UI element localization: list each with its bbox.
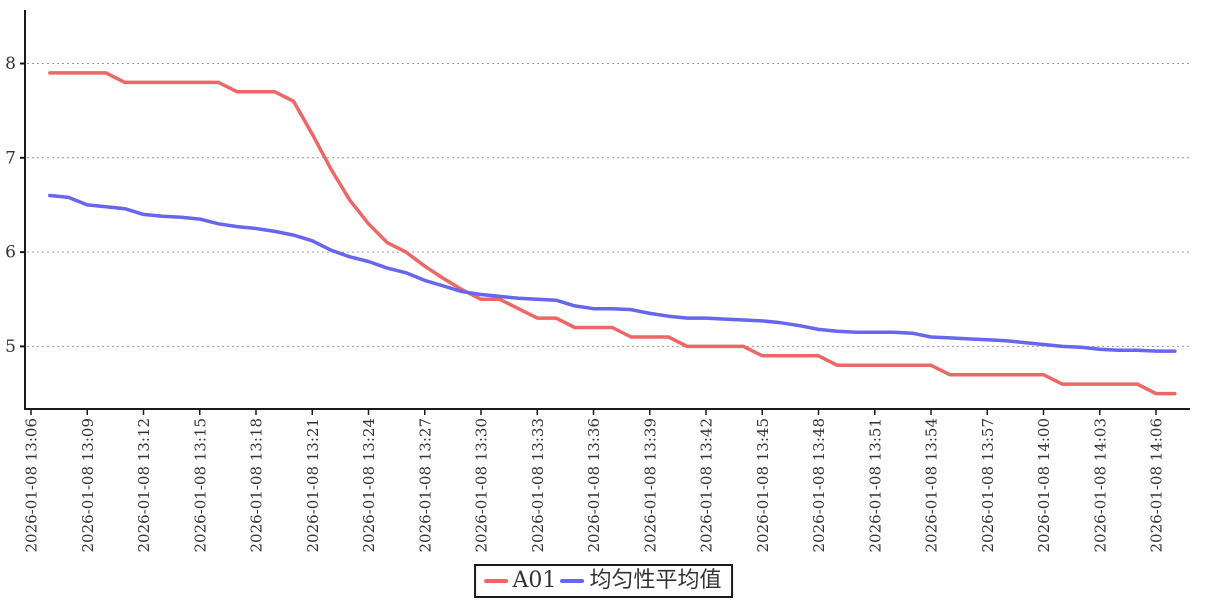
x-tick-label: 2026-01-08 13:18	[248, 418, 266, 552]
x-tick-label: 2026-01-08 13:09	[79, 418, 97, 552]
x-tick-label: 2026-01-08 13:24	[360, 418, 378, 552]
legend-label: 均匀性平均值	[589, 568, 722, 593]
x-tick-label: 2026-01-08 13:48	[810, 418, 828, 552]
y-tick-label: 5	[5, 337, 16, 357]
x-tick-label: 2026-01-08 13:57	[979, 418, 997, 552]
x-tick-label: 2026-01-08 13:21	[304, 418, 322, 552]
legend-label: A01	[512, 568, 557, 593]
x-tick-label: 2026-01-08 13:06	[23, 418, 41, 552]
legend-item-A01[interactable]: A01	[483, 568, 557, 593]
legend-swatch-icon	[483, 579, 508, 584]
x-tick-label: 2026-01-08 13:33	[529, 418, 547, 552]
y-tick-label: 7	[5, 148, 16, 168]
x-tick-label: 2026-01-08 13:15	[191, 418, 209, 552]
series-line-A01	[48, 71, 1177, 396]
legend-item-均匀性平均值[interactable]: 均匀性平均值	[560, 568, 722, 593]
x-tick-label: 2026-01-08 13:27	[416, 418, 434, 552]
x-tick-label: 2026-01-08 13:39	[641, 418, 659, 552]
legend-swatch-icon	[560, 579, 585, 584]
x-tick-label: 2026-01-08 13:54	[923, 418, 941, 552]
series-line-均匀性平均值	[48, 193, 1177, 353]
y-tick-label: 6	[5, 243, 16, 263]
x-tick-label: 2026-01-08 14:03	[1091, 418, 1109, 552]
x-tick-label: 2026-01-08 13:30	[473, 418, 491, 552]
x-tick-label: 2026-01-08 13:45	[754, 418, 772, 552]
y-tick-label: 8	[5, 54, 16, 74]
x-tick-label: 2026-01-08 13:12	[135, 418, 153, 552]
x-tick-label: 2026-01-08 13:51	[866, 418, 884, 552]
x-tick-label: 2026-01-08 14:06	[1148, 418, 1166, 552]
x-tick-label: 2026-01-08 13:36	[585, 418, 603, 552]
x-tick-label: 2026-01-08 14:00	[1035, 418, 1053, 552]
x-tick-label: 2026-01-08 13:42	[698, 418, 716, 552]
chart-legend: A01 均匀性平均值	[473, 564, 734, 599]
